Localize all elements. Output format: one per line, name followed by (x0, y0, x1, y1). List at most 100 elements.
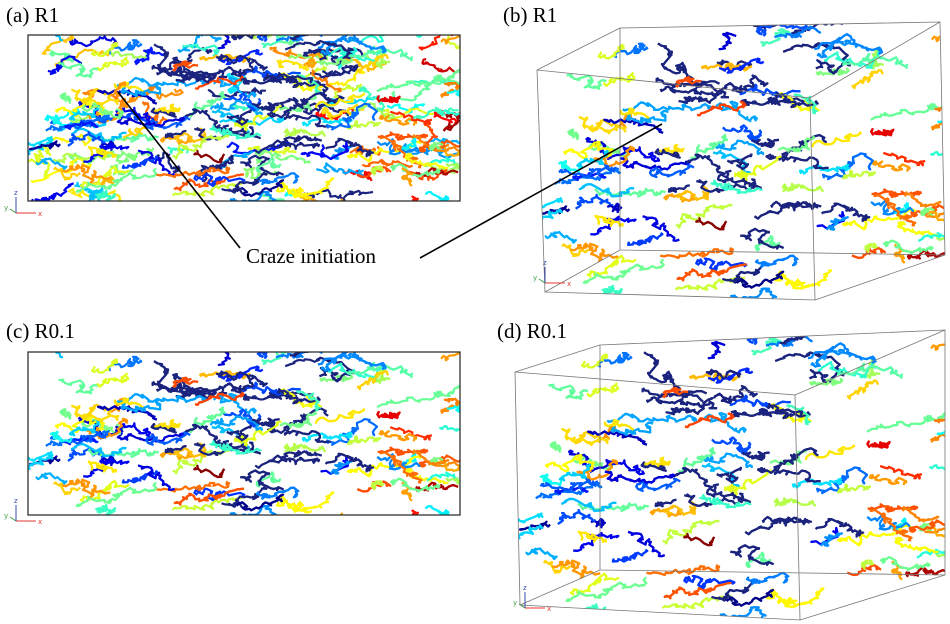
chain (709, 342, 725, 358)
chain (679, 97, 705, 103)
chain (684, 534, 714, 545)
chain (828, 615, 850, 624)
chain (696, 218, 726, 229)
chain (194, 151, 224, 162)
chain (122, 423, 154, 437)
chain (727, 590, 773, 606)
chain (402, 139, 416, 150)
chain (744, 320, 811, 336)
chain (264, 342, 296, 349)
chain (720, 33, 736, 49)
chain (931, 152, 950, 161)
axis-label: y (4, 512, 8, 520)
chain (658, 43, 685, 73)
chain (254, 20, 321, 36)
chain (588, 431, 647, 444)
chains-layer (22, 2, 950, 624)
chain (763, 16, 795, 23)
chain (253, 28, 272, 39)
chain (568, 130, 578, 140)
chain (828, 615, 850, 624)
chain (828, 615, 850, 624)
chain (570, 244, 618, 261)
chain (563, 19, 577, 36)
chain (280, 412, 316, 428)
chain (754, 324, 786, 331)
chain (644, 352, 671, 382)
chain (946, 311, 950, 333)
axis-label: z (543, 259, 547, 267)
chain (526, 549, 557, 559)
axis-label: x (38, 518, 42, 526)
chain (273, 201, 311, 221)
chain (268, 409, 328, 433)
chain (838, 485, 870, 492)
chain (567, 577, 647, 600)
chain (558, 510, 596, 524)
chain (915, 604, 938, 615)
chain (304, 189, 373, 200)
chain (377, 412, 399, 418)
chain (932, 117, 950, 131)
chain (59, 380, 98, 394)
chain (643, 216, 680, 240)
chain (834, 296, 856, 307)
chain (316, 409, 364, 424)
chain (730, 289, 776, 303)
panel-label: (d) R0.1 (497, 319, 567, 343)
chain (552, 561, 600, 578)
figure: (a) R1 (b) R1 (c) R0.1 (d) R0.1 Craze in… (0, 0, 950, 624)
chain (932, 22, 950, 41)
chain (194, 466, 224, 477)
chain (241, 77, 278, 84)
chain (623, 102, 713, 110)
chain (67, 20, 91, 37)
chain (264, 342, 296, 349)
axis-label: z (523, 584, 527, 592)
chain (763, 16, 795, 23)
chain (852, 70, 883, 88)
axis-label: z (14, 189, 18, 197)
chain (584, 259, 664, 282)
chain (219, 349, 235, 365)
chain (348, 121, 380, 128)
chain (549, 385, 588, 399)
chain (390, 427, 432, 439)
chain (883, 153, 925, 165)
chain (588, 384, 619, 397)
chain (291, 24, 345, 40)
chain (895, 538, 938, 552)
chain (219, 32, 235, 48)
chain (723, 125, 761, 142)
chain (232, 23, 256, 39)
chain (151, 516, 205, 524)
chain (98, 374, 129, 387)
chain (241, 393, 278, 400)
chain (884, 241, 932, 254)
axis-label: z (14, 497, 18, 505)
axis-label: x (38, 210, 42, 218)
axis-y (539, 279, 545, 283)
chain (582, 355, 607, 368)
chain (264, 25, 296, 32)
axis-label: y (4, 204, 8, 212)
chain (903, 507, 939, 521)
axis-y (10, 209, 16, 213)
chain (32, 183, 74, 202)
chain (903, 613, 927, 624)
chain (377, 70, 460, 92)
chain (881, 557, 929, 570)
chain (604, 120, 663, 133)
chain (151, 202, 205, 210)
chain (778, 136, 814, 152)
panel-label: (c) R0.1 (6, 319, 75, 343)
chain (712, 438, 750, 455)
chain (783, 184, 824, 192)
chain (613, 550, 647, 562)
chain (917, 285, 940, 296)
annotation: Craze initiation (246, 244, 377, 268)
axis-label: x (547, 605, 551, 613)
chain (946, 311, 950, 333)
chain (650, 165, 694, 177)
chain (770, 449, 806, 465)
